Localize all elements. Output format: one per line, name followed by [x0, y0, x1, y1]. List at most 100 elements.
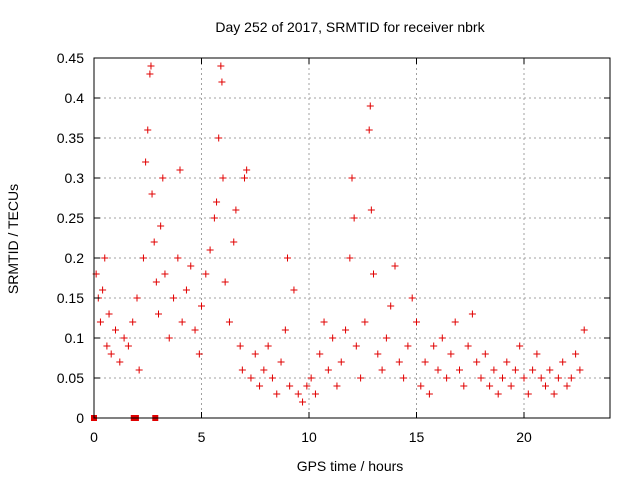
- data-point: [477, 374, 485, 382]
- data-point: [443, 374, 451, 382]
- data-point: [346, 254, 354, 262]
- data-point: [247, 374, 255, 382]
- data-point: [112, 326, 119, 334]
- data-point: [365, 126, 373, 134]
- data-point: [352, 342, 360, 350]
- data-point: [316, 350, 324, 358]
- data-point: [260, 366, 268, 374]
- data-point: [361, 318, 369, 326]
- data-point: [284, 254, 291, 262]
- data-point: [434, 366, 442, 374]
- data-point: [165, 334, 173, 342]
- data-point: [135, 366, 143, 374]
- data-point: [580, 326, 588, 334]
- data-point: [357, 374, 365, 382]
- data-point: [264, 342, 272, 350]
- data-point: [367, 206, 375, 214]
- data-point: [370, 270, 377, 278]
- data-point: [148, 190, 156, 198]
- data-point: [144, 126, 152, 134]
- data-point: [176, 166, 184, 174]
- data-point: [499, 374, 506, 382]
- y-tick-label: 0: [76, 410, 84, 426]
- data-point: [139, 254, 147, 262]
- y-tick-label: 0.4: [65, 90, 85, 106]
- x-tick-label: 20: [516, 429, 532, 445]
- data-point: [320, 318, 328, 326]
- data-point: [473, 358, 481, 366]
- data-point: [438, 334, 446, 342]
- data-point: [576, 366, 584, 374]
- data-point: [374, 350, 382, 358]
- data-point: [333, 382, 341, 390]
- data-point: [529, 366, 537, 374]
- data-point: [378, 366, 386, 374]
- data-point: [273, 390, 281, 398]
- data-point: [324, 366, 332, 374]
- data-point: [218, 78, 226, 86]
- data-point: [225, 318, 233, 326]
- data-point: [382, 334, 390, 342]
- data-point: [563, 382, 571, 390]
- data-point: [490, 366, 498, 374]
- data-point: [150, 238, 158, 246]
- chart-title: Day 252 of 2017, SRMTID for receiver nbr…: [215, 19, 485, 35]
- data-point: [387, 302, 395, 310]
- data-point: [350, 214, 358, 222]
- y-tick-label: 0.1: [65, 330, 85, 346]
- data-point: [195, 350, 203, 358]
- data-point: [215, 134, 223, 142]
- data-point: [251, 350, 259, 358]
- data-point: [124, 342, 132, 350]
- data-point: [348, 174, 356, 182]
- data-point: [366, 102, 374, 110]
- data-point: [217, 62, 225, 70]
- data-point: [537, 374, 545, 382]
- data-point: [202, 270, 210, 278]
- data-point: [170, 294, 178, 302]
- data-point: [307, 374, 315, 382]
- y-tick-label: 0.45: [57, 50, 84, 66]
- data-point: [96, 318, 104, 326]
- data-point: [460, 382, 468, 390]
- data-point: [187, 262, 195, 270]
- data-point: [268, 374, 276, 382]
- x-tick-label: 10: [301, 429, 317, 445]
- data-point: [567, 374, 575, 382]
- data-point: [198, 302, 205, 310]
- data-point: [213, 198, 221, 206]
- data-point: [238, 366, 246, 374]
- data-point: [157, 222, 165, 230]
- data-point: [210, 214, 218, 222]
- data-point: [178, 318, 186, 326]
- data-point: [400, 374, 408, 382]
- data-point: [503, 358, 511, 366]
- data-point: [152, 278, 160, 286]
- x-axis-label: GPS time / hours: [297, 458, 404, 474]
- data-point: [559, 358, 567, 366]
- y-tick-label: 0.3: [65, 170, 85, 186]
- data-point: [342, 326, 350, 334]
- data-point: [142, 158, 150, 166]
- data-point: [329, 334, 337, 342]
- grid-lines: [94, 58, 610, 418]
- data-point: [105, 310, 113, 318]
- data-point: [219, 174, 227, 182]
- data-point: [107, 350, 115, 358]
- data-point: [103, 342, 111, 350]
- data-point: [572, 350, 580, 358]
- data-point: [550, 390, 558, 398]
- data-point: [241, 174, 248, 182]
- data-point: [533, 350, 541, 358]
- data-point: [277, 358, 285, 366]
- data-point: [281, 326, 289, 334]
- data-point: [391, 262, 399, 270]
- data-point: [395, 358, 403, 366]
- data-point: [299, 398, 307, 406]
- data-point: [101, 254, 109, 262]
- data-point: [520, 374, 528, 382]
- axis-ticks: 0 0.05 0.1 0.15 0.2 0.25 0.3 0.35 0.4 0.45 0 5 10 15 2…: [57, 50, 610, 445]
- data-point: [161, 270, 169, 278]
- data-point: [116, 358, 124, 366]
- y-tick-label: 0.25: [57, 210, 84, 226]
